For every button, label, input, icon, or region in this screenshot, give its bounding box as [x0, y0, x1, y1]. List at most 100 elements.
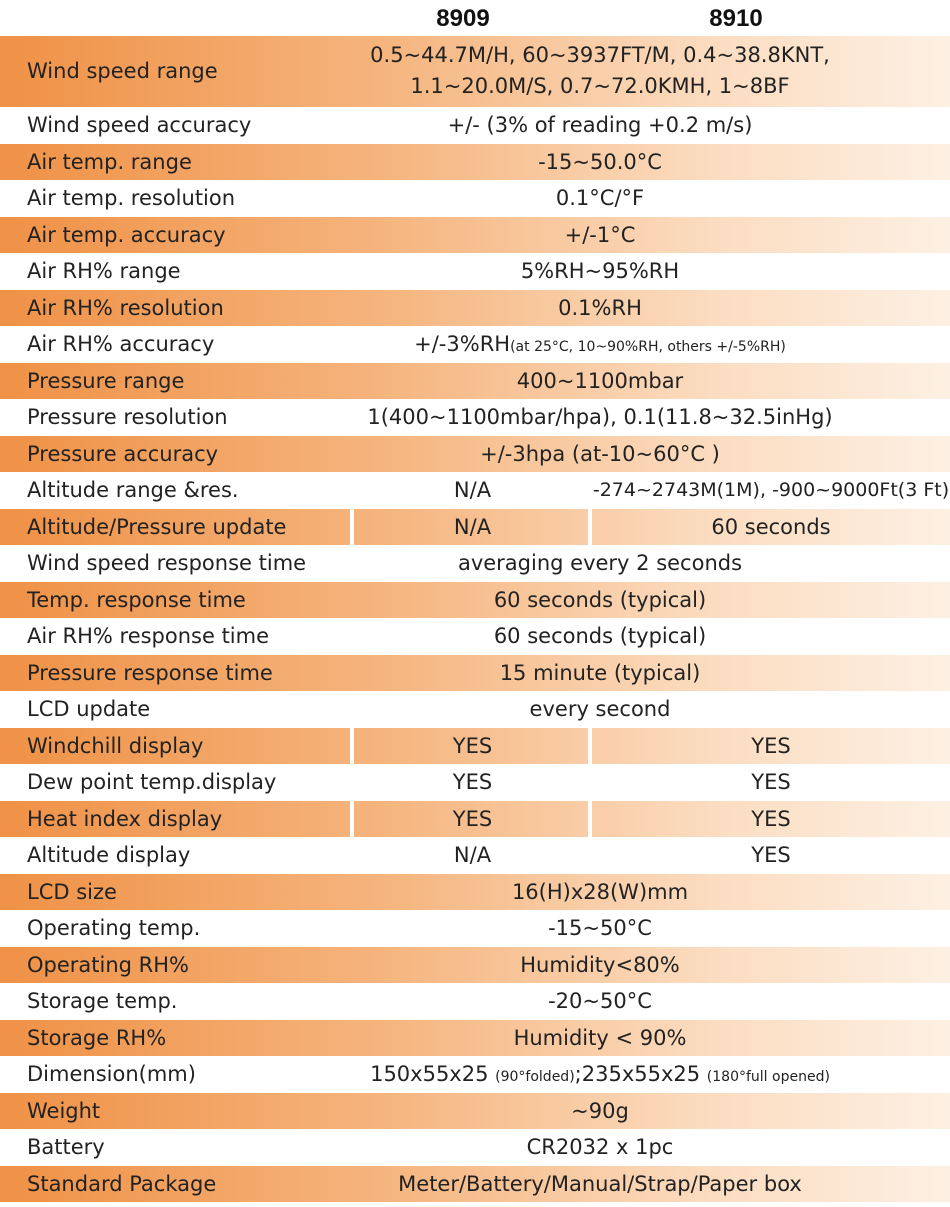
spec-row: Storage temp. -20~50°C [0, 983, 950, 1020]
row-value: 1.1~20.0M/S, 0.7~72.0KMH, 1~8BF [410, 74, 790, 98]
row-label: Operating RH% [27, 952, 190, 977]
row-label: Standard Package [27, 1171, 217, 1196]
row-value: Humidity<80% [520, 952, 680, 977]
row-label: Storage RH% [27, 1025, 167, 1050]
row-label: Air temp. accuracy [27, 222, 226, 247]
spec-row: Standard Package Meter/Battery/Manual/Str… [0, 1165, 950, 1202]
model-heading: 8909 [436, 5, 490, 32]
row-value: +/- (3% of reading +0.2 m/s) [447, 113, 753, 137]
spec-row: Operating temp. -15~50°C [0, 910, 950, 947]
row-label: Air RH% response time [27, 624, 270, 648]
row-label: Wind speed range [27, 59, 218, 83]
row-value: -15~50°C [548, 916, 652, 940]
row-label: LCD size [27, 879, 117, 904]
row-label: Pressure range [27, 368, 185, 393]
row-value: 0.5~44.7M/H, 60~3937FT/M, 0.4~38.8KNT, [370, 43, 830, 67]
row-value: every second [529, 697, 671, 721]
divider [350, 508, 354, 545]
spec-row: Air temp. resolution 0.1°C/°F [0, 180, 950, 217]
spec-row: Air RH% response time 60 seconds (typical… [0, 618, 950, 655]
spec-row: LCD size 16(H)x28(W)mm [0, 873, 950, 910]
row-label: LCD update [27, 697, 151, 721]
row-value: Humidity < 90% [513, 1025, 687, 1050]
spec-row: Pressure resolution 1(400~1100mbar/hpa), … [0, 399, 950, 436]
row-value: +/-3hpa (at-10~60°C ) [480, 441, 720, 466]
row-value: YES [751, 806, 791, 831]
spec-row: Heat index display YES YES [0, 800, 950, 837]
spec-row: Altitude range &res. N/A -274~2743M(1M), -… [0, 472, 950, 509]
divider [588, 508, 592, 545]
value-part: (90°folded) [495, 1069, 575, 1085]
row-value: N/A [453, 843, 492, 867]
spec-row: Battery CR2032 x 1pc [0, 1129, 950, 1166]
spec-row: Pressure response time 15 minute (typical… [0, 654, 950, 691]
row-label: Air RH% range [27, 259, 181, 283]
row-value: Meter/Battery/Manual/Strap/Paper box [398, 1171, 802, 1196]
row-value: -274~2743M(1M), -900~9000Ft(3 Ft) [592, 479, 950, 501]
spec-row: Wind speed accuracy +/- (3% of reading +0… [0, 107, 950, 144]
row-label: Air RH% accuracy [27, 332, 215, 356]
row-value: N/A [453, 478, 492, 502]
row-value: YES [452, 733, 493, 758]
row-value: YES [751, 733, 791, 758]
spec-row: Temp. response time 60 seconds (typical) [0, 581, 950, 618]
row-value: 0.1%RH [558, 295, 642, 320]
row-value: CR2032 x 1pc [526, 1135, 674, 1159]
spec-row: Air temp. accuracy +/-1°C [0, 216, 950, 253]
value-part: (at 25°C, 10~90%RH, others +/-5%RH) [510, 339, 786, 355]
row-value: 15 minute (typical) [499, 660, 701, 685]
spec-row: Air RH% accuracy +/-3%RH(at 25°C, 10~90%R… [0, 326, 950, 363]
row-label: Wind speed response time [27, 551, 307, 575]
row-value: YES [751, 843, 791, 867]
row-value: 60 seconds [711, 514, 831, 539]
row-label: Dimension(mm) [27, 1062, 196, 1086]
value-part: +/-3%RH [414, 332, 511, 356]
row-value: N/A [453, 514, 492, 539]
row-label: Pressure resolution [27, 405, 228, 429]
value-part: 150x55x25 [370, 1062, 496, 1086]
divider [350, 800, 354, 837]
divider [350, 727, 354, 764]
spec-row: Windchill display YES YES [0, 727, 950, 764]
row-value: 16(H)x28(W)mm [511, 879, 689, 904]
spec-row: Wind speed range 0.5~44.7M/H, 60~3937FT/M… [0, 36, 950, 107]
row-value: -20~50°C [548, 989, 652, 1013]
spec-row: Altitude/Pressure update N/A 60 seconds [0, 508, 950, 545]
row-label: Pressure response time [27, 660, 273, 685]
row-label: Altitude/Pressure update [27, 514, 287, 539]
row-label: Altitude display [27, 843, 191, 867]
value-part: ;235x55x25 [574, 1062, 707, 1086]
spec-row: Pressure accuracy +/-3hpa (at-10~60°C ) [0, 435, 950, 472]
row-value: -15~50.0°C [538, 149, 662, 174]
spec-row: Weight ~90g [0, 1092, 950, 1129]
model-heading: 8910 [709, 5, 763, 32]
row-label: Heat index display [27, 806, 223, 831]
value-part: (180°full opened) [706, 1069, 830, 1085]
row-value: 5%RH~95%RH [520, 259, 680, 283]
row-value: +/-1°C [564, 222, 636, 247]
row-label: Air temp. range [27, 149, 192, 174]
spec-row: Altitude display N/A YES [0, 837, 950, 874]
row-value: ~90g [571, 1098, 629, 1123]
row-label: Air temp. resolution [27, 186, 236, 210]
row-label: Altitude range &res. [27, 478, 239, 502]
spec-row: LCD update every second [0, 691, 950, 728]
spec-row: Air RH% resolution 0.1%RH [0, 289, 950, 326]
row-label: Dew point temp.display [27, 770, 277, 794]
row-value: YES [751, 770, 791, 794]
spec-row: Dew point temp.display YES YES [0, 764, 950, 801]
row-value: 60 seconds (typical) [493, 587, 707, 612]
row-value: +/-3%RH(at 25°C, 10~90%RH, others +/-5%R… [300, 326, 900, 363]
divider [588, 727, 592, 764]
row-value: YES [452, 770, 493, 794]
row-value: 1(400~1100mbar/hpa), 0.1(11.8~32.5inHg) [367, 405, 833, 429]
row-label: Air RH% resolution [27, 295, 224, 320]
spec-row: Air temp. range -15~50.0°C [0, 143, 950, 180]
row-value: 60 seconds (typical) [493, 624, 707, 648]
spec-row: Storage RH% Humidity < 90% [0, 1019, 950, 1056]
row-value: averaging every 2 seconds [457, 551, 743, 575]
row-label: Storage temp. [27, 989, 178, 1013]
row-label: Weight [27, 1098, 101, 1123]
spec-row: Operating RH% Humidity<80% [0, 946, 950, 983]
